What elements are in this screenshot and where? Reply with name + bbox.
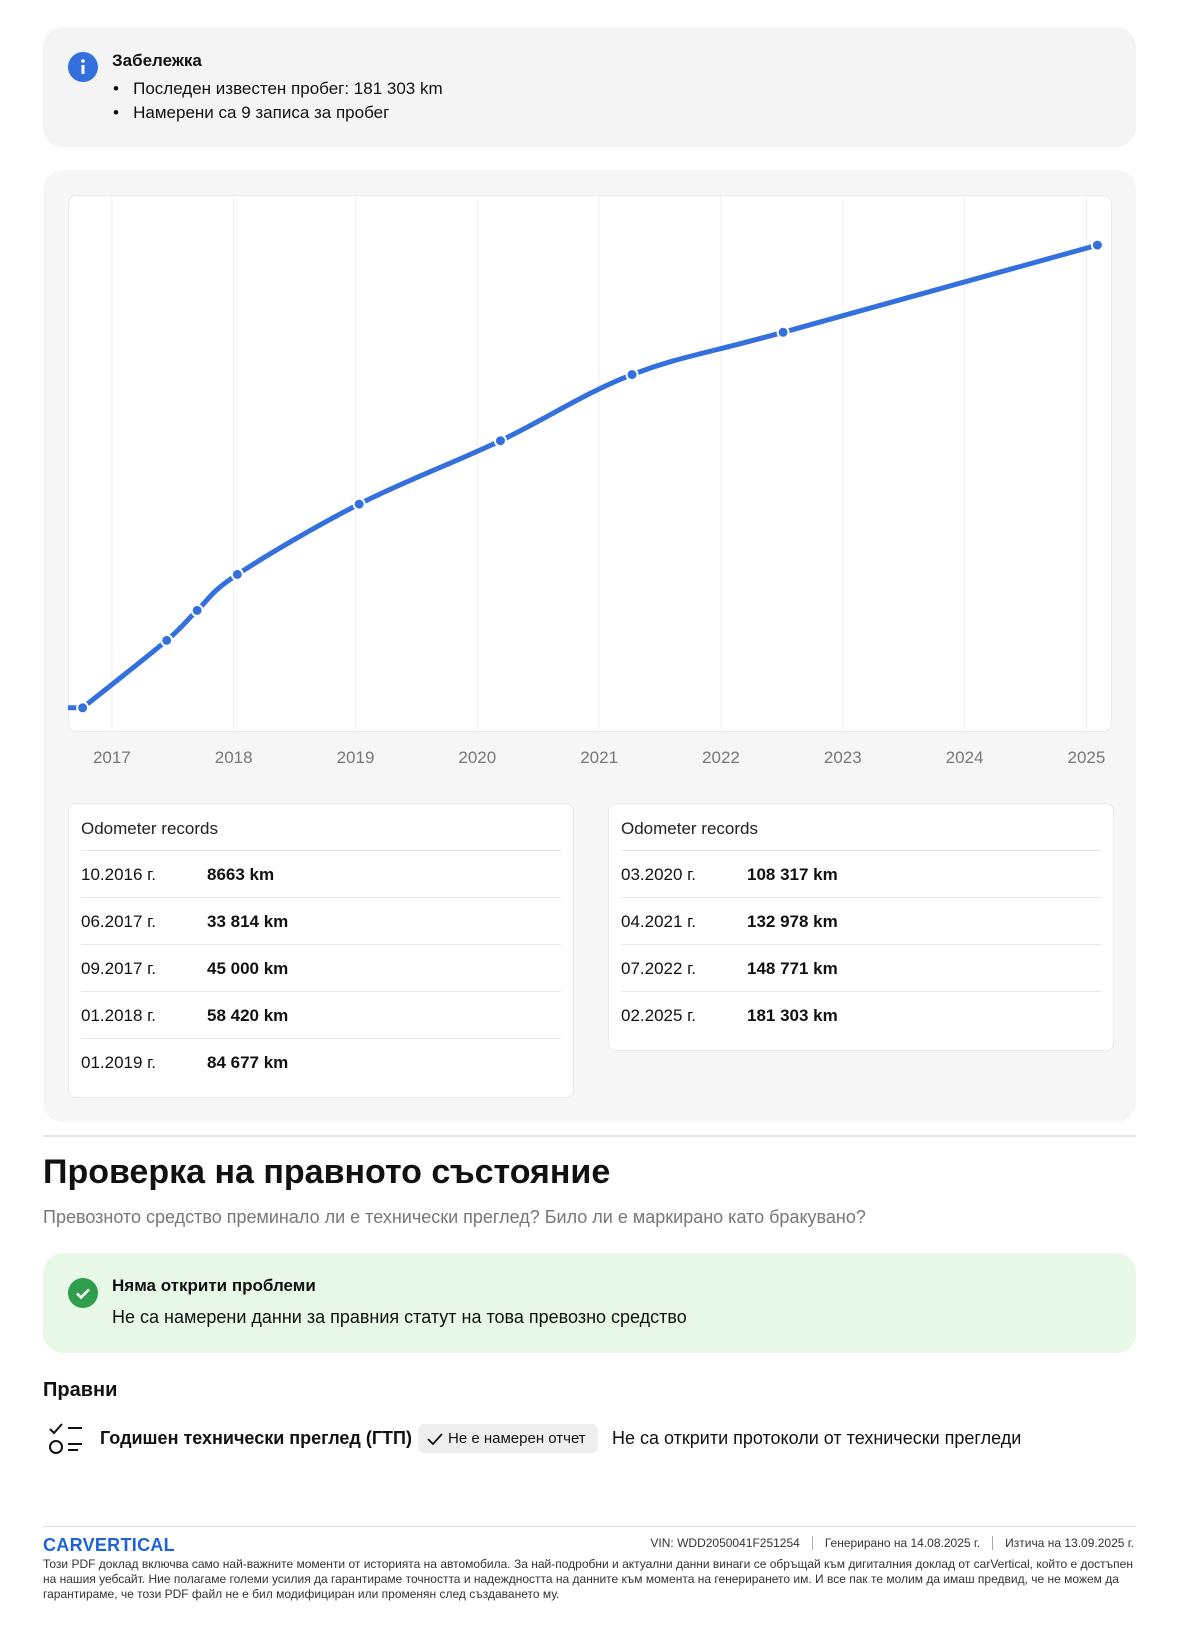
section-heading: Проверка на правното състояние: [43, 1153, 611, 1191]
x-tick-label: 2021: [580, 748, 618, 767]
note-text: Намерени са 9 записа за пробег: [133, 103, 390, 122]
note-box: Забележка • Последен известен пробег: 18…: [43, 27, 1136, 147]
chart: 2017 2018 2019 2020 2021 2022 2023 2024 2025: [68, 195, 1112, 767]
subsection-title: Правни: [43, 1379, 118, 1401]
data-point: [76, 701, 90, 715]
table-row: 02.2025 г. 181 303 km: [621, 991, 1101, 1039]
record-mileage: 181 303 km: [747, 1006, 838, 1025]
record-date: 10.2016 г.: [81, 865, 157, 884]
divider: [43, 1135, 1136, 1137]
record-mileage: 132 978 km: [747, 912, 838, 931]
item-badge: Не е намерен отчет: [418, 1424, 598, 1453]
record-mileage: 84 677 km: [207, 1053, 289, 1072]
data-point: [190, 603, 204, 617]
data-point: [352, 497, 366, 511]
record-mileage: 58 420 km: [207, 1006, 289, 1025]
data-point: [230, 567, 244, 581]
table-row: 09.2017 г. 45 000 km: [81, 944, 561, 992]
record-date: 07.2022 г.: [621, 959, 697, 978]
data-point: [625, 368, 639, 382]
record-date: 03.2020 г.: [621, 865, 697, 884]
mileage-line: [68, 242, 1100, 711]
note-title: Забележка: [112, 51, 202, 70]
vin: VIN: WDD2050041F251254: [650, 1536, 800, 1550]
table-row: 03.2020 г. 108 317 km: [621, 850, 1101, 898]
table-row: 06.2017 г. 33 814 km: [81, 897, 561, 945]
record-date: 09.2017 г.: [81, 959, 157, 978]
data-point: [160, 633, 174, 647]
info-icon: [68, 52, 98, 82]
x-tick-label: 2017: [93, 748, 131, 767]
status-text: Не са намерени данни за правния статут н…: [112, 1307, 687, 1327]
badge-check: [427, 1433, 443, 1446]
table-row: 04.2021 г. 132 978 km: [621, 897, 1101, 945]
table-title: Odometer records: [621, 819, 758, 838]
table-title: Odometer records: [81, 819, 218, 838]
check-icon: [68, 1278, 98, 1308]
table-row: 07.2022 г. 148 771 km: [621, 944, 1101, 992]
odometer-table: Odometer records 10.2016 г. 8663 km 06.2017…: [68, 803, 574, 1098]
note-item: • Последен известен пробег: 181 303 km: [113, 79, 443, 98]
x-tick-label: 2022: [702, 748, 740, 767]
checklist-icon: [49, 1423, 82, 1454]
data-point: [1090, 238, 1104, 252]
table-row: 01.2018 г. 58 420 km: [81, 991, 561, 1039]
record-date: 02.2025 г.: [621, 1006, 697, 1025]
disclaimer: Този PDF доклад включва само най-важните…: [43, 1557, 1133, 1601]
item-text: Не са открити протоколи от технически пр…: [612, 1428, 1022, 1448]
footer-meta: VIN: WDD2050041F251254 Генерирано на 14.…: [650, 1536, 1134, 1550]
generated: Генерирано на 14.08.2025 г.: [811, 1536, 992, 1550]
record-date: 01.2018 г.: [81, 1006, 157, 1025]
status-box: Няма открити проблеми Не са намерени дан…: [43, 1253, 1136, 1353]
record-mileage: 108 317 km: [747, 865, 838, 884]
x-tick-label: 2023: [824, 748, 862, 767]
x-tick-label: 2024: [946, 748, 984, 767]
record-date: 06.2017 г.: [81, 912, 157, 931]
x-tick-label: 2025: [1068, 748, 1106, 767]
odometer-table: Odometer records 03.2020 г. 108 317 km 04.2…: [608, 803, 1114, 1051]
record-mileage: 33 814 km: [207, 912, 289, 931]
record-date: 01.2019 г.: [81, 1053, 157, 1072]
x-tick-label: 2020: [458, 748, 496, 767]
plot-area: [68, 195, 1112, 732]
record-mileage: 8663 km: [207, 865, 275, 884]
x-tick-label: 2018: [215, 748, 253, 767]
item-label: Годишен технически преглед (ГТП): [100, 1428, 412, 1448]
status-title: Няма открити проблеми: [112, 1276, 316, 1295]
record-date: 04.2021 г.: [621, 912, 697, 931]
footer-line: [43, 1526, 1136, 1527]
table-row: 10.2016 г. 8663 km: [81, 850, 561, 898]
note-item: • Намерени са 9 записа за пробег: [113, 103, 390, 122]
section-subtitle: Превозното средство преминало ли е техни…: [43, 1207, 866, 1227]
table-row: 01.2019 г. 84 677 km: [81, 1038, 561, 1086]
expires: Изтича на 13.09.2025 г.: [992, 1536, 1134, 1550]
logo: CARVERTICAL: [43, 1535, 175, 1555]
data-point: [776, 325, 790, 339]
badge-text: Не е намерен отчет: [448, 1430, 586, 1447]
x-tick-label: 2019: [337, 748, 375, 767]
data-point: [493, 434, 507, 448]
note-text: Последен известен пробег: 181 303 km: [133, 79, 443, 98]
record-mileage: 45 000 km: [207, 959, 289, 978]
record-mileage: 148 771 km: [747, 959, 838, 978]
